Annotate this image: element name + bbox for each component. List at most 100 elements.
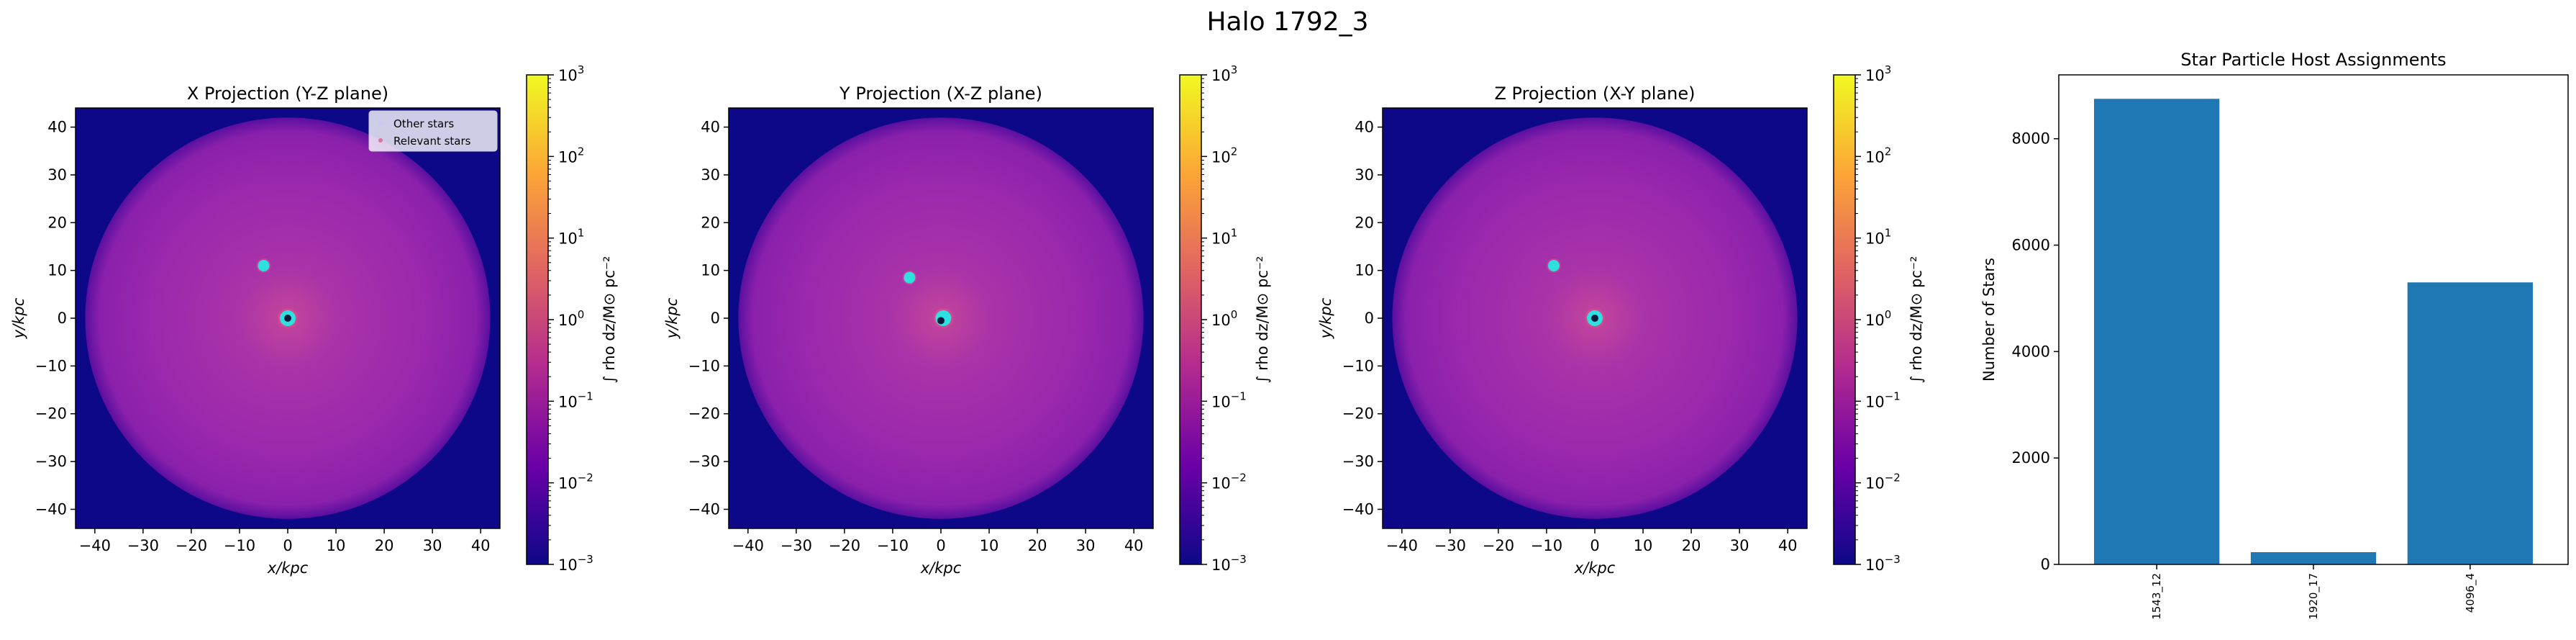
colorbar-label: ∫ rho dz/M⊙ pc⁻² [601, 256, 618, 384]
x-tick-label: −30 [780, 537, 812, 554]
y-tick-label: 0 [711, 310, 720, 327]
bar-chart-title: Star Particle Host Assignments [2180, 50, 2446, 70]
colorbar-tick-label: 100 [1865, 308, 1891, 329]
legend-marker-other [378, 120, 383, 126]
y-tick-label: 10 [47, 262, 67, 279]
x-tick-label: 30 [423, 537, 442, 554]
x-tick-label: −10 [877, 537, 909, 554]
colorbar-label: ∫ rho dz/M⊙ pc⁻² [1254, 256, 1271, 384]
x-tick-label: 20 [1028, 537, 1047, 554]
y-tick-label: 40 [701, 119, 720, 136]
colorbar-tick-label: 10−3 [1211, 553, 1247, 574]
legend-box [368, 110, 498, 152]
x-tick-label: 10 [1634, 537, 1653, 554]
colorbar-tick-label: 102 [558, 145, 584, 166]
colorbar-gradient [526, 74, 549, 565]
colorbar-tick-label: 10−2 [1865, 472, 1901, 492]
colorbar-tick-label: 101 [1865, 227, 1891, 248]
y-tick-label: −20 [688, 405, 720, 423]
x-tick-label: 0 [283, 537, 292, 554]
projection-panels: −40−40−30−30−20−20−10−100010102020303040… [10, 63, 1925, 577]
colorbar-tick-label: 100 [1211, 308, 1237, 329]
colorbar-tick-label: 103 [1865, 63, 1891, 84]
y-tick-label: 40 [1355, 119, 1374, 136]
x-tick-label: −30 [1434, 537, 1466, 554]
x-tick-label: −20 [176, 537, 207, 554]
colorbar: 103 102 101 100 10−1 10−2 10−3 ∫ rho dz/M⊙ pc⁻² [526, 63, 618, 574]
y-tick-label: 20 [47, 214, 67, 231]
x-tick-label: 40 [1778, 537, 1798, 554]
y-tick-label: 30 [1355, 166, 1374, 184]
y-tick-label: 10 [701, 262, 720, 279]
figure-title: Halo 1792_3 [1206, 7, 1368, 37]
y-tick-label: 2000 [2012, 449, 2050, 467]
colorbar-gradient [1833, 74, 1856, 565]
clump-stars [904, 271, 916, 284]
y-tick-label: −10 [1342, 357, 1374, 374]
x-tick-label: −20 [829, 537, 860, 554]
y-tick-label: −40 [35, 500, 67, 518]
y-tick-label: −40 [1342, 500, 1374, 518]
colorbar-label: ∫ rho dz/M⊙ pc⁻² [1908, 256, 1925, 384]
x-tick-label: −40 [1386, 537, 1418, 554]
legend-marker-relevant [378, 138, 383, 143]
x-tick-label: 4096_4 [2464, 573, 2477, 613]
colorbar-tick-label: 103 [558, 63, 584, 84]
projection-panel-2: −40 −40 −30 −30 −20 −20 −10 −10 0 0 10 10 20 20 30 30 40… [663, 63, 1271, 577]
x-tick-label: 10 [327, 537, 346, 554]
center-star [937, 317, 945, 325]
x-tick-label: 0 [1590, 537, 1599, 554]
panel-title: Z Projection (X-Y plane) [1494, 84, 1695, 104]
y-axis-label: y/kpc [663, 297, 681, 339]
x-axis-label: x/kpc [267, 559, 309, 577]
colorbar-tick-label: 10−1 [1865, 389, 1901, 410]
colorbar-tick-label: 10−2 [558, 472, 593, 492]
colorbar-tick-label: 102 [1211, 145, 1237, 166]
y-tick-label: 40 [47, 119, 67, 136]
colorbar-gradient [1179, 74, 1202, 565]
x-tick-label: 20 [1682, 537, 1701, 554]
projection-panel-3: −40 −40 −30 −30 −20 −20 −10 −10 0 0 10 10 20 20 30 30 40… [1317, 63, 1925, 577]
panel-title: Y Projection (X-Z plane) [839, 84, 1042, 104]
y-tick-label: −10 [35, 357, 67, 374]
colorbar-tick-label: 101 [558, 227, 584, 248]
y-tick-label: −40 [688, 500, 720, 518]
center-star [1591, 315, 1598, 322]
y-tick-label: 20 [1355, 214, 1374, 231]
x-tick-label: 0 [936, 537, 945, 554]
y-tick-label: −30 [688, 453, 720, 470]
colorbar: 103 102 101 100 10−1 10−2 10−3 ∫ rho dz/M⊙ pc⁻² [1179, 63, 1271, 574]
y-tick-label: −20 [35, 405, 67, 423]
bar-axes-frame [2058, 74, 2569, 565]
x-axis-label: x/kpc [1574, 559, 1616, 577]
y-axis-label: y/kpc [10, 297, 27, 339]
x-tick-label: 30 [1076, 537, 1096, 554]
x-tick-label: −30 [127, 537, 159, 554]
y-tick-label: −10 [688, 357, 720, 374]
center-star [284, 315, 291, 322]
x-tick-label: 1920_17 [2307, 573, 2321, 620]
bar-y-axis-label: Number of Stars [1980, 258, 1998, 382]
colorbar-tick-label: 10−2 [1211, 472, 1247, 492]
bar-chart: 1543_12 1920_17 4096_4 0 2000 4000 6000 8000 Sta… [1980, 50, 2569, 620]
colorbar-tick-label: 10−1 [558, 389, 593, 410]
bar-1543_12 [2094, 99, 2220, 564]
x-tick-label: 40 [471, 537, 491, 554]
x-tick-label: 30 [1730, 537, 1749, 554]
y-tick-label: 10 [1355, 262, 1374, 279]
y-tick-label: 30 [701, 166, 720, 184]
colorbar-tick-label: 10−3 [558, 553, 593, 574]
y-tick-label: 4000 [2012, 343, 2050, 360]
y-tick-label: 0 [2041, 556, 2050, 573]
y-tick-label: −20 [1342, 405, 1374, 423]
y-tick-label: 0 [58, 310, 67, 327]
bar-1920_17 [2250, 552, 2377, 564]
x-tick-label: −20 [1483, 537, 1514, 554]
colorbar-tick-label: 101 [1211, 227, 1237, 248]
y-tick-label: 30 [47, 166, 67, 184]
colorbar-tick-label: 10−1 [1211, 389, 1247, 410]
colorbar-tick-label: 103 [1211, 63, 1237, 84]
x-tick-label: −40 [732, 537, 764, 554]
x-tick-label: 40 [1124, 537, 1144, 554]
